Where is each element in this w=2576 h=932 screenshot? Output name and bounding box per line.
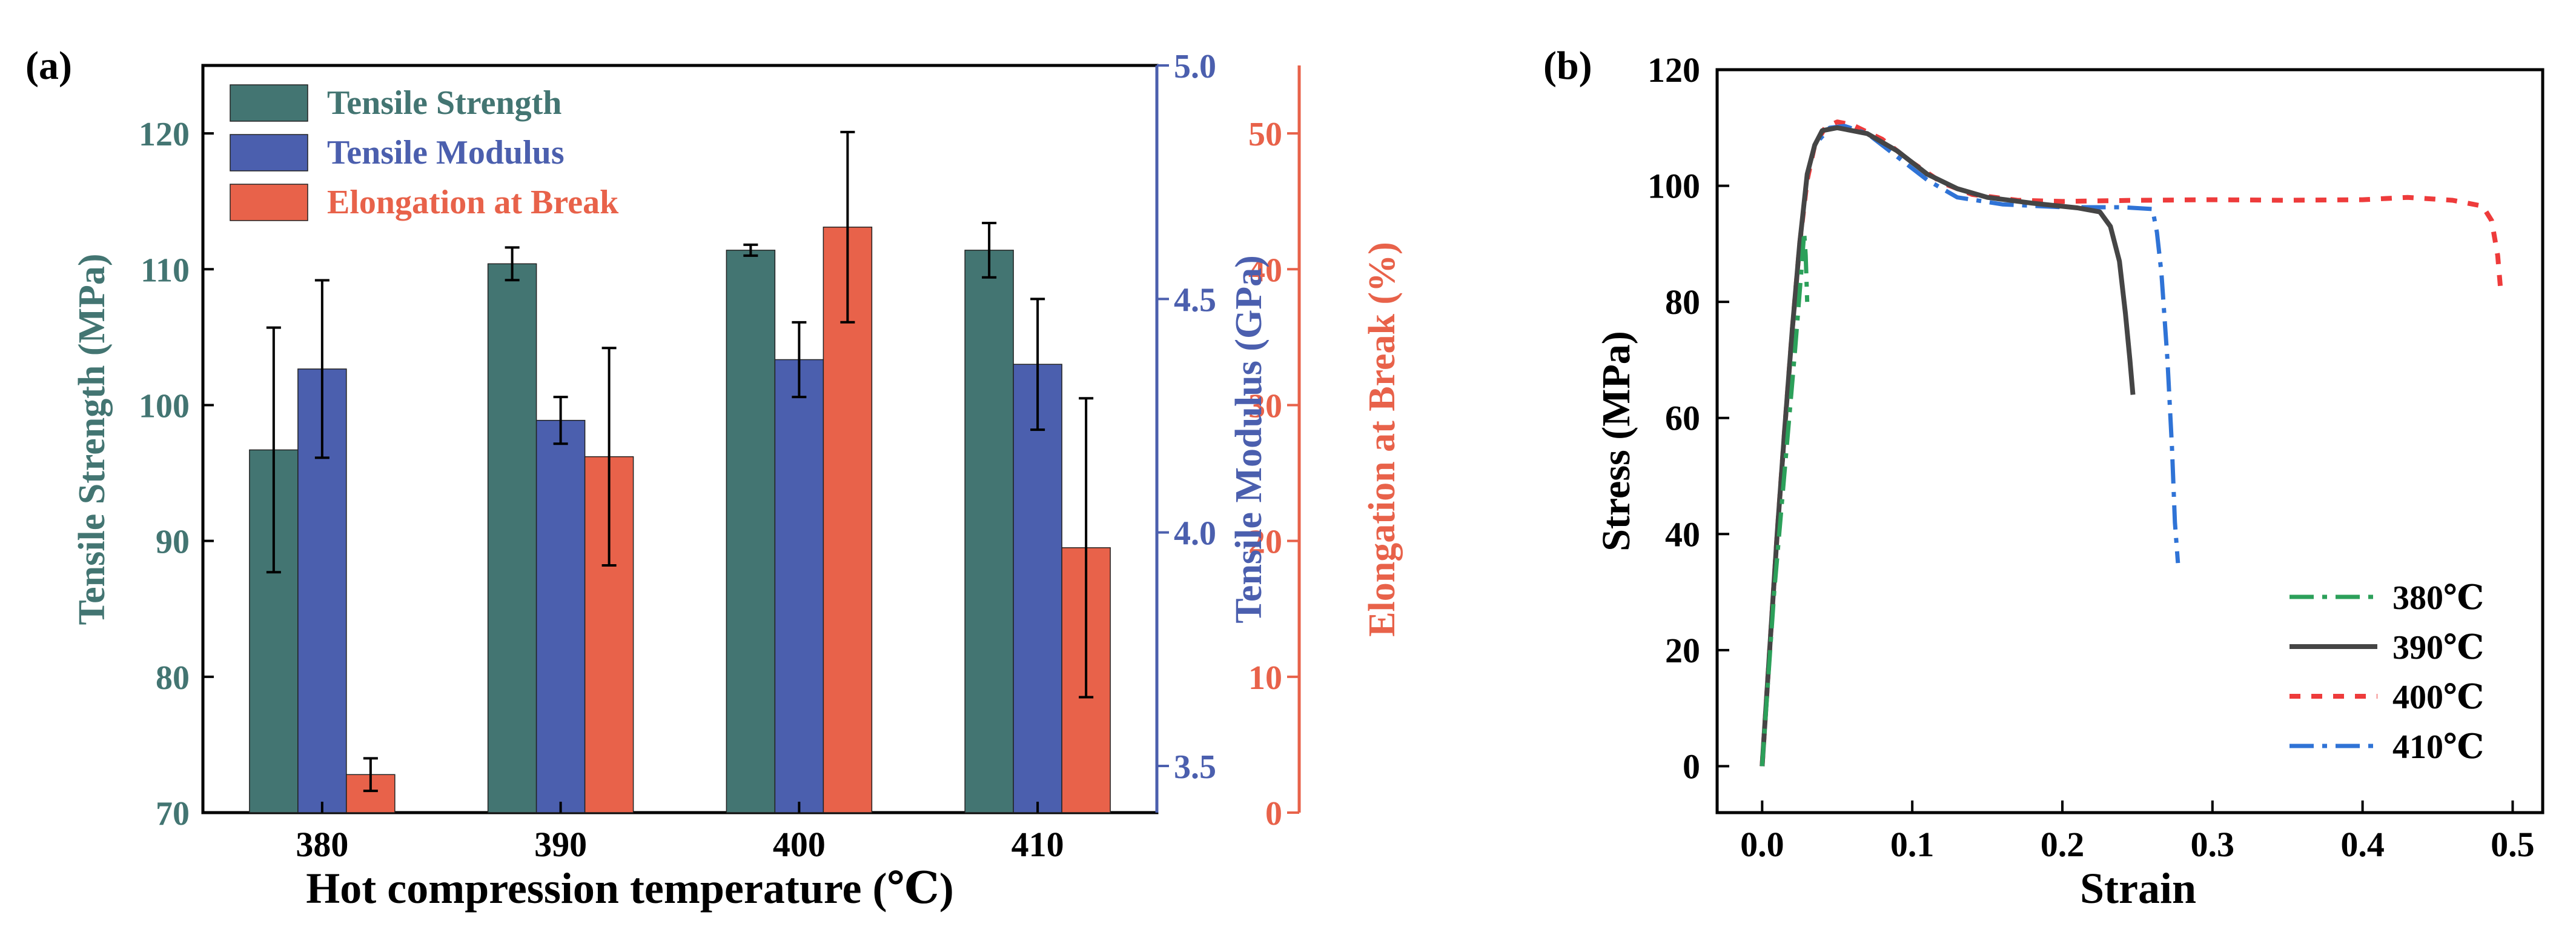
strength-tick-label: 80 xyxy=(156,659,190,697)
elongation-tick-label: 50 xyxy=(1248,116,1282,153)
panel-a: (a) 70 80 90 100 110 120 3.5 4.0 4.5 5.0 0 10 20 30… xyxy=(25,44,1403,913)
panel-b: (b) 0.0 0.1 0.2 0.3 0.4 0.5 0 20 40 60 80 100 120 St… xyxy=(1543,44,2545,913)
stress-strain-curve-410 xyxy=(1760,124,2180,767)
legend-label: 410℃ xyxy=(2392,728,2484,766)
panel-b-axes: 0.0 0.1 0.2 0.3 0.4 0.5 0 20 40 60 80 100 120 xyxy=(1647,50,2535,864)
bar-tensile-strength xyxy=(964,250,1014,813)
legend-label: 400℃ xyxy=(2392,679,2484,716)
legend-label: Tensile Modulus xyxy=(327,134,565,171)
panel-a-x-axis-title: Hot compression temperature (℃) xyxy=(306,864,953,913)
bar-elongation-at-break xyxy=(823,227,873,813)
x-tick-label: 0.5 xyxy=(2491,825,2535,864)
stress-strain-curve-380 xyxy=(1760,230,1810,767)
panel-b-y-axis-title: Stress (MPa) xyxy=(1594,331,1638,551)
panel-b-legend: 380℃ 390℃ 400℃ 410℃ xyxy=(2290,579,2484,766)
bar-tensile-strength xyxy=(726,250,776,813)
panel-b-plot-frame xyxy=(1715,68,2545,814)
x-tick-label: 0.2 xyxy=(2041,825,2085,864)
y-tick-label: 100 xyxy=(1647,167,1700,206)
y-tick-label: 20 xyxy=(1665,631,1700,670)
category-tick-label: 380 xyxy=(296,825,348,864)
category-tick-label: 400 xyxy=(773,825,826,864)
panel-b-x-axis-title: Strain xyxy=(2080,864,2196,913)
legend-label: 380℃ xyxy=(2392,579,2484,617)
modulus-tick-label: 4.0 xyxy=(1174,515,1216,553)
strength-tick-label: 70 xyxy=(156,795,190,833)
y-tick-label: 80 xyxy=(1665,282,1700,322)
y-tick-label: 60 xyxy=(1665,399,1700,438)
modulus-axis: 3.5 4.0 4.5 5.0 xyxy=(1155,48,1216,813)
bar-tensile-modulus xyxy=(535,419,586,813)
panel-b-label: (b) xyxy=(1543,44,1592,88)
y-tick-label: 0 xyxy=(1683,747,1700,786)
panel-a-label: (a) xyxy=(25,44,72,88)
strength-tick-label: 100 xyxy=(139,387,190,425)
legend-label: 390℃ xyxy=(2392,629,2484,667)
elongation-tick-label: 40 xyxy=(1248,251,1282,289)
bar-tensile-strength xyxy=(487,263,537,813)
category-tick-label: 410 xyxy=(1012,825,1064,864)
category-tick-label: 390 xyxy=(534,825,587,864)
x-tick-label: 0.0 xyxy=(1740,825,1784,864)
legend-label: Tensile Strength xyxy=(327,84,561,122)
elongation-axis-title: Elongation at Break (%) xyxy=(1362,242,1403,637)
legend-label: Elongation at Break xyxy=(327,184,619,221)
panel-a-legend: Tensile Strength Tensile Modulus Elongatio… xyxy=(230,84,619,221)
stress-strain-curve-390 xyxy=(1760,125,2136,767)
elongation-tick-label: 10 xyxy=(1248,659,1282,697)
strength-tick-label: 110 xyxy=(141,251,190,289)
strength-tick-label: 120 xyxy=(139,116,190,153)
bar-tensile-modulus xyxy=(1013,364,1062,813)
legend-swatch xyxy=(230,84,308,122)
modulus-tick-label: 3.5 xyxy=(1174,748,1216,786)
x-tick-label: 0.4 xyxy=(2340,825,2385,864)
x-tick-label: 0.1 xyxy=(1890,825,1935,864)
elongation-tick-label: 0 xyxy=(1265,795,1282,833)
panel-a-bars xyxy=(249,130,1111,813)
y-tick-label: 120 xyxy=(1647,50,1700,90)
y-tick-label: 40 xyxy=(1665,514,1700,554)
strength-tick-label: 90 xyxy=(156,524,190,561)
modulus-axis-title: Tensile Modulus (GPa) xyxy=(1228,255,1270,623)
panel-b-curves xyxy=(1760,119,2503,767)
stress-strain-curve-400 xyxy=(1760,119,2503,767)
panel-a-x-axis: 380 390 400 410 xyxy=(296,802,1064,864)
x-tick-label: 0.3 xyxy=(2191,825,2235,864)
strength-axis-title: Tensile Strength (MPa) xyxy=(71,253,113,625)
elongation-tick-label: 30 xyxy=(1248,387,1282,425)
elongation-tick-label: 20 xyxy=(1248,524,1282,561)
legend-swatch xyxy=(230,184,308,221)
elongation-axis: 0 10 20 30 40 50 xyxy=(1248,65,1301,833)
legend-swatch xyxy=(230,134,308,171)
modulus-tick-label: 5.0 xyxy=(1174,48,1216,85)
bar-tensile-modulus xyxy=(774,359,824,813)
modulus-tick-label: 4.5 xyxy=(1174,281,1216,319)
strength-axis: 70 80 90 100 110 120 xyxy=(139,116,214,833)
